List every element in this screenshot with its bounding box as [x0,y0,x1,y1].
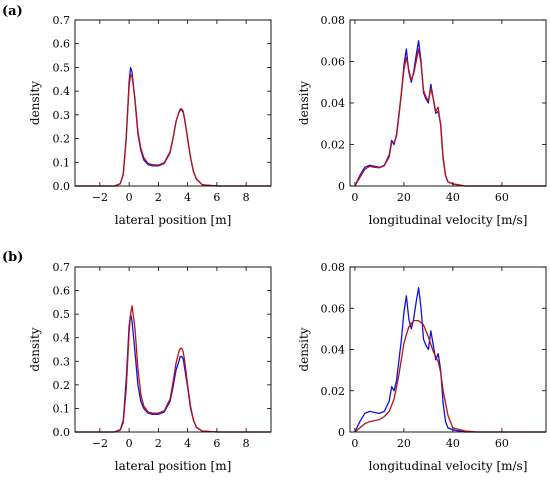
y-tick-label: 0.08 [321,14,346,27]
y-tick-label: 0.7 [53,14,71,27]
x-tick-label: 60 [495,437,509,450]
y-tick-label: 0.0 [53,426,71,439]
y-axis-label: density [28,327,42,371]
chart-1: −2 0 2 4 6 8 0.0 0.1 0.2 0.3 0.4 0.5 0.6 0.7 lateral p… [28,14,272,227]
plot-frame [74,266,272,433]
x-tick-label: 2 [155,191,162,204]
x-tick-label: 40 [446,191,460,204]
x-tick-label: 40 [446,437,460,450]
x-tick-label: 60 [495,191,509,204]
y-tick-label: 0.2 [53,133,71,146]
chart-3: −2 0 2 4 6 8 0.0 0.1 0.2 0.3 0.4 0.5 0.6 0.7 lateral p… [28,261,272,473]
chart-2: 0 20 40 60 0 0.02 0.04 0.06 0.08 longitudinal vel… [297,14,547,227]
y-tick-label: 0 [338,426,345,439]
y-tick-label: 0.3 [53,109,71,122]
y-axis-label: density [28,81,42,125]
y-axis-label: density [297,327,311,371]
y-tick-label: 0.2 [53,379,71,392]
series-line-1 [354,286,546,433]
y-tick-label: 0.3 [53,355,71,368]
y-tick-label: 0.08 [321,261,346,274]
y-tick-label: 0.06 [321,56,346,69]
x-axis-label: longitudinal velocity [m/s] [369,213,528,227]
x-tick-label: 4 [184,437,191,450]
y-tick-label: 0.6 [53,285,71,298]
x-tick-label: 8 [243,437,250,450]
series-line-2 [75,305,271,433]
plot-frame [74,19,272,187]
panel-label-a: (a) [2,4,23,19]
series-line-1 [354,40,546,187]
y-tick-label: 0.4 [53,85,71,98]
y-tick-label: 0.02 [321,139,346,152]
y-tick-label: 0.06 [321,302,346,315]
y-tick-label: 0.0 [53,180,71,193]
x-tick-label: 6 [213,191,220,204]
panel-label-b: (b) [2,250,24,265]
y-tick-label: 0.04 [321,97,346,110]
y-tick-label: 0.5 [53,61,71,74]
x-axis-label: lateral position [m] [115,459,232,473]
x-tick-label: 4 [184,191,191,204]
x-tick-label: 8 [243,191,250,204]
plot-frame [349,19,547,187]
x-tick-label: −2 [92,437,108,450]
series-line-1 [75,313,271,433]
x-tick-label: 0 [126,191,133,204]
y-tick-label: 0.6 [53,38,71,51]
series-line-2 [354,319,546,433]
series-line-1 [75,66,271,187]
series-line-2 [354,48,546,187]
plot-frame [349,266,547,433]
y-tick-label: 0.7 [53,261,71,274]
x-tick-label: 0 [126,437,133,450]
x-tick-label: 0 [351,437,358,450]
x-axis-label: longitudinal velocity [m/s] [369,459,528,473]
chart-4: 0 20 40 60 0 0.02 0.04 0.06 0.08 longitudinal vel… [297,261,547,473]
x-tick-label: 2 [155,437,162,450]
y-tick-label: 0.1 [53,156,71,169]
y-tick-label: 0 [338,180,345,193]
y-tick-label: 0.1 [53,402,71,415]
x-tick-label: 20 [397,191,411,204]
x-axis-label: lateral position [m] [115,213,232,227]
y-tick-label: 0.02 [321,385,346,398]
y-tick-label: 0.4 [53,332,71,345]
y-axis-label: density [297,81,311,125]
y-tick-label: 0.5 [53,308,71,321]
y-tick-label: 0.04 [321,344,346,357]
x-tick-label: 20 [397,437,411,450]
x-tick-label: 6 [213,437,220,450]
x-tick-label: 0 [351,191,358,204]
x-tick-label: −2 [92,191,108,204]
series-line-2 [75,73,271,187]
